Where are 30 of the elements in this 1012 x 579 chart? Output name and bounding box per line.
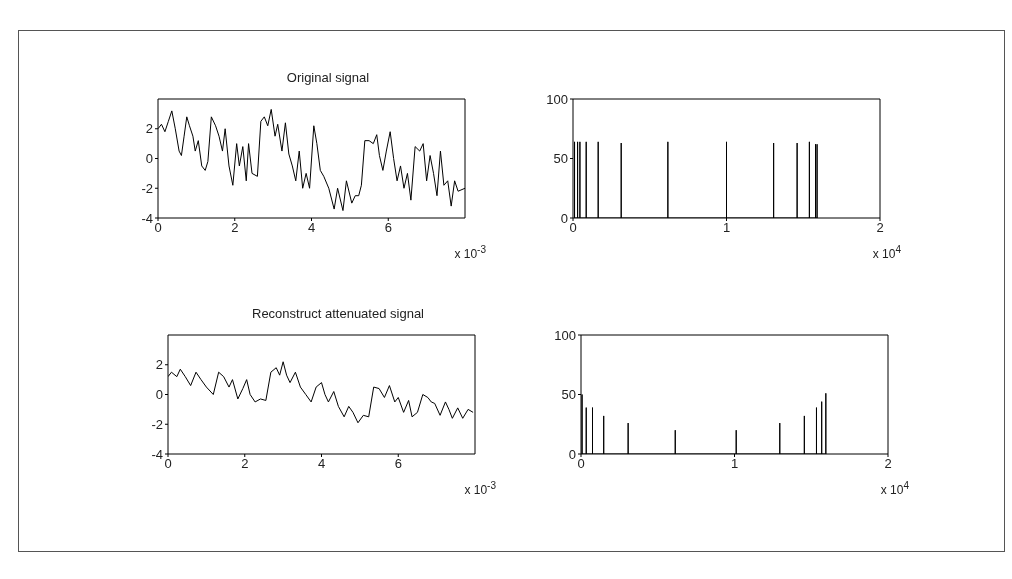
- x-tick-label: 2: [231, 220, 239, 236]
- y-tick-label: -2: [151, 416, 163, 432]
- y-tick-label: 50: [553, 151, 568, 167]
- chart-title: Reconstruct attenuated signal: [252, 306, 424, 321]
- y-tick-label: 100: [554, 327, 576, 343]
- y-tick-label: 100: [546, 91, 568, 107]
- text: x 10$^{-3}$: [464, 480, 496, 497]
- y-tick-label: 0: [568, 446, 576, 462]
- x-tick-label: 4: [307, 220, 316, 236]
- y-tick-label: 50: [561, 387, 576, 403]
- y-tick-label: 0: [560, 210, 568, 226]
- y-tick-label: 2: [155, 357, 163, 373]
- y-tick-label: -4: [151, 446, 163, 462]
- x-tick-label: 6: [384, 220, 392, 236]
- text: x 10$^{-3}$: [454, 244, 486, 261]
- x-tick-label: 4: [317, 456, 326, 472]
- text: x 10$^{4}$: [872, 244, 901, 261]
- x-tick-label: 1: [730, 456, 739, 472]
- x-tick-label: 6: [394, 456, 402, 472]
- x-tick-label: 2: [884, 456, 892, 472]
- x-tick-label: 2: [241, 456, 249, 472]
- y-tick-label: 0: [145, 151, 153, 167]
- y-tick-label: -4: [141, 210, 153, 226]
- x-tick-label: 1: [722, 220, 731, 236]
- x-tick-label: 2: [876, 220, 884, 236]
- y-tick-label: 2: [145, 121, 153, 137]
- y-tick-label: -2: [141, 180, 153, 196]
- y-tick-label: 0: [155, 387, 163, 403]
- text: x 10$^{4}$: [880, 480, 909, 497]
- chart-title: Original signal: [286, 70, 370, 85]
